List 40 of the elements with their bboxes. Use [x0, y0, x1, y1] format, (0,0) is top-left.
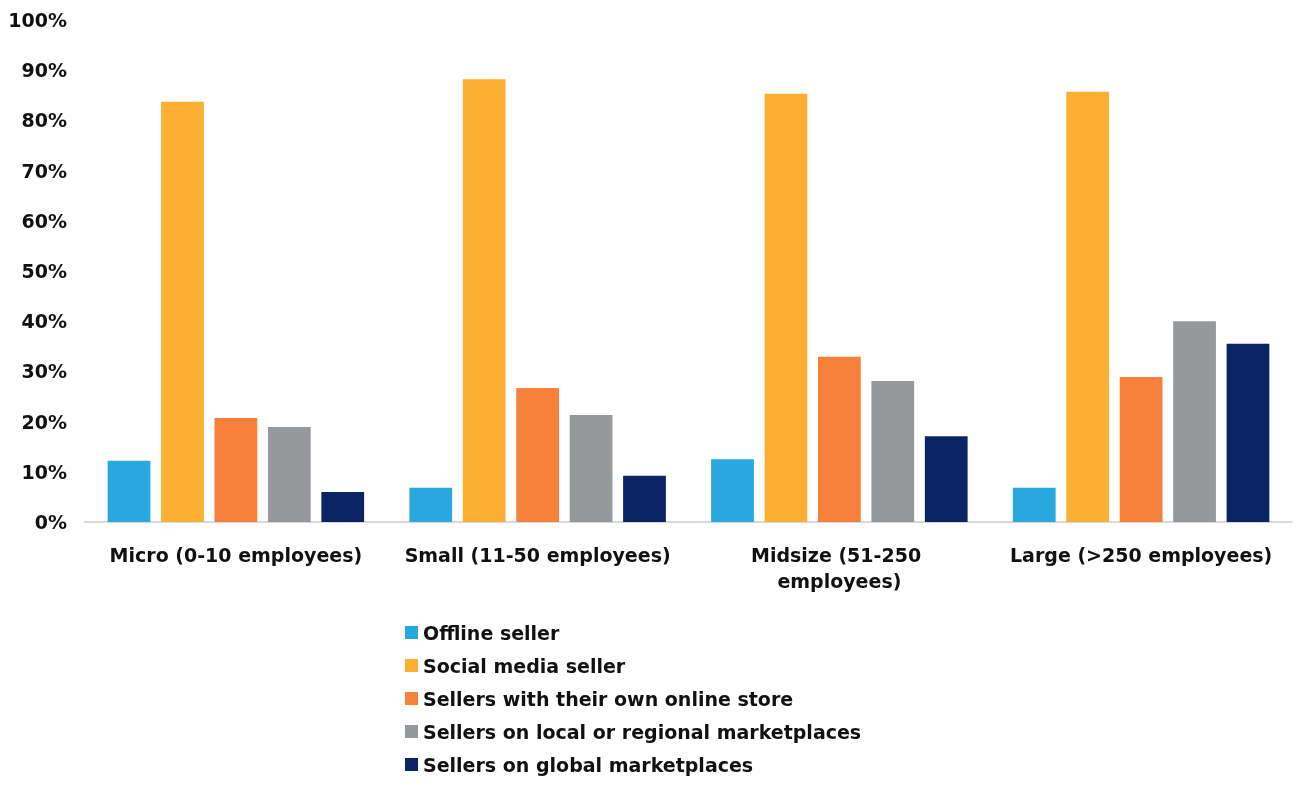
- y-tick-label: 20%: [21, 410, 67, 433]
- y-tick-label: 50%: [21, 260, 67, 282]
- legend-label: Sellers on global marketplaces: [423, 753, 754, 776]
- x-tick-label: Micro (0-10 employees): [109, 544, 363, 566]
- bar: [409, 487, 453, 522]
- y-tick-label: 10%: [21, 460, 67, 483]
- y-tick-label: 80%: [21, 109, 67, 132]
- bar: [107, 460, 151, 522]
- x-tick-label: Large (>250 employees): [1009, 544, 1273, 566]
- x-tick-label: Midsize (51-250 employees): [751, 544, 928, 592]
- bar: [711, 459, 754, 522]
- y-tick-label: 30%: [21, 360, 67, 383]
- legend-label: Sellers on local or regional marketplaces: [423, 720, 862, 743]
- bar: [1012, 487, 1056, 522]
- bar: [214, 418, 258, 522]
- bar: [1119, 376, 1163, 522]
- y-tick-label: 100%: [8, 9, 67, 31]
- x-tick-label: Small (11-50 employees): [404, 544, 671, 566]
- bar: [871, 380, 915, 522]
- bar: [569, 415, 613, 522]
- y-tick-label: 0%: [34, 511, 67, 533]
- bar: [1226, 343, 1270, 522]
- bar: [516, 387, 559, 522]
- bar: [818, 356, 861, 522]
- y-tick-label: 70%: [21, 159, 67, 182]
- legend-label: Social media seller: [423, 654, 626, 677]
- bar: [1066, 91, 1110, 522]
- bar: [623, 475, 666, 522]
- y-tick-label: 40%: [21, 310, 67, 333]
- bar: [321, 491, 365, 522]
- bar: [267, 427, 311, 522]
- bar: [462, 79, 506, 522]
- bar: [924, 436, 968, 522]
- legend-label: Sellers with their own online store: [423, 687, 794, 710]
- bar: [1173, 321, 1216, 522]
- y-tick-label: 60%: [21, 209, 67, 232]
- legend-label: Offline seller: [423, 621, 561, 644]
- bar: [161, 101, 204, 522]
- y-tick-label: 90%: [21, 59, 67, 82]
- bar: [764, 93, 808, 522]
